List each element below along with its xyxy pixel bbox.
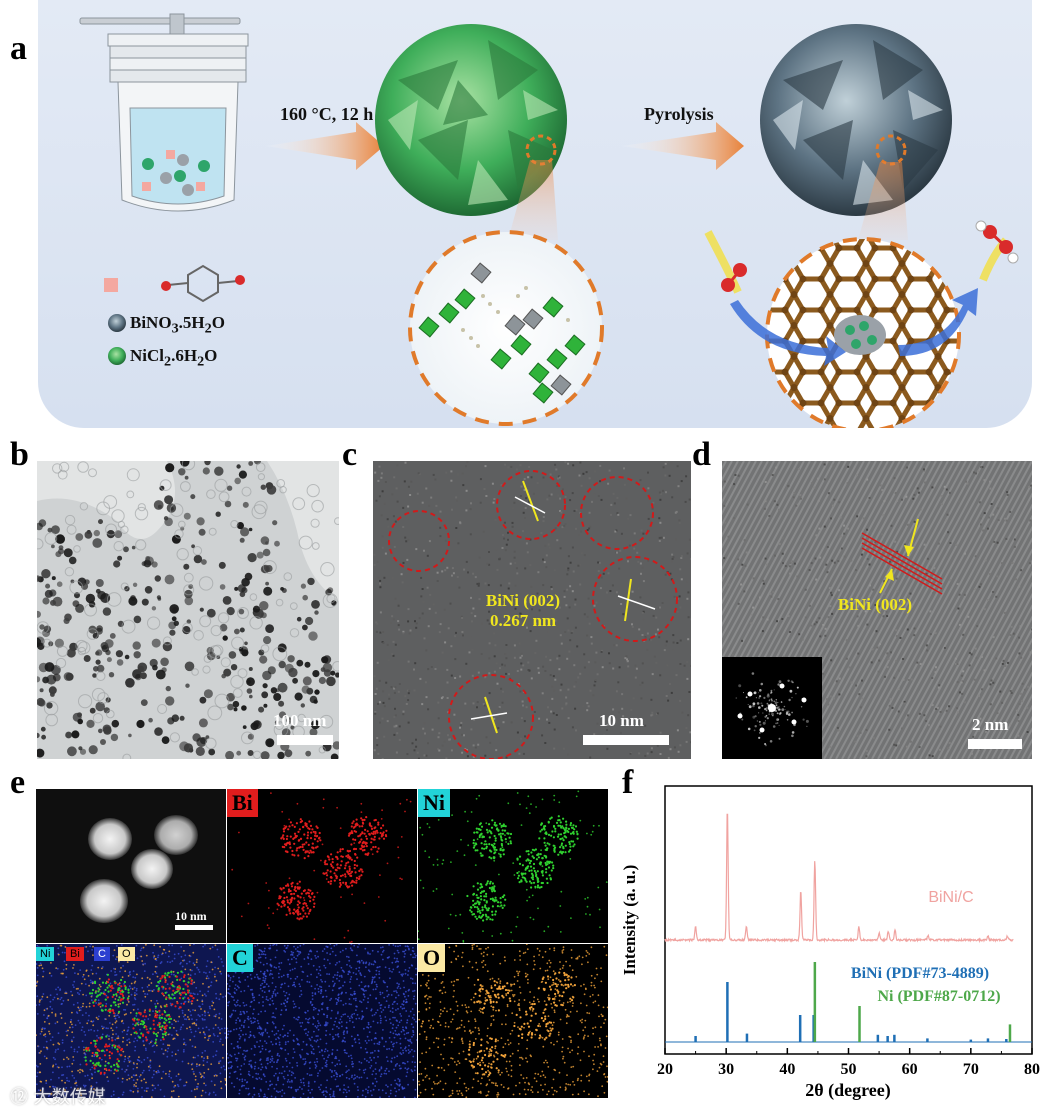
o-map-dots [418, 944, 608, 1098]
carbon-sphere-icon [760, 24, 952, 216]
scalebar-label-b: 100 nm [273, 711, 327, 730]
ni-map: Ni [418, 789, 608, 943]
arrow-pyrolysis-icon [622, 122, 744, 170]
ligand-cube-icon [104, 278, 118, 292]
scalebar-b [277, 735, 333, 745]
scalebar-label-c: 10 nm [599, 711, 644, 730]
merged-tag-c: C [94, 947, 110, 961]
ni-map-label: Ni [418, 789, 450, 817]
tem-image-b: 100 nm [37, 461, 339, 759]
merged-map-dots [36, 944, 226, 1098]
merged-tag-o: O [118, 947, 135, 961]
panel-label-b: b [10, 436, 29, 473]
hydrothermal-condition-label: 160 °C, 12 h [280, 104, 374, 124]
x-tick-label: 80 [1024, 1061, 1040, 1078]
panel-label-c: c [342, 436, 358, 473]
oxygen-molecule-icon [704, 230, 747, 294]
legend-ni-salt: NiCl2.6H2O [130, 346, 218, 370]
autoclave-icon [79, 13, 249, 212]
x-tick-label: 20 [657, 1061, 673, 1078]
bi-map-label: Bi [227, 789, 258, 817]
bi-salt-sphere-icon [108, 314, 126, 332]
pyrolysis-label: Pyrolysis [644, 104, 714, 124]
plot-frame [664, 785, 1033, 1055]
o-map-label: O [418, 944, 446, 972]
series-label-binic: BiNi/C [928, 889, 973, 906]
x-tick-label: 50 [841, 1061, 857, 1078]
bi-map-dots [231, 791, 412, 943]
ni-map-dots [418, 790, 608, 943]
reduction-arrow-left-icon [730, 300, 846, 366]
scalebar-e [175, 925, 213, 930]
series-label-bini-pdf: BiNi (PDF#73-4889) [851, 965, 989, 982]
mof-structure-zoom-icon [408, 230, 604, 426]
lattice-label-c: BiNi (002) 0.267 nm [485, 591, 561, 630]
y-axis-label: Intensity (a. u.) [620, 865, 639, 976]
panel-label-a: a [10, 30, 27, 67]
arrow-hydrothermal-icon [266, 122, 384, 170]
h2o2-molecule-icon [975, 220, 1019, 282]
scalebar-d [968, 739, 1022, 749]
hrtem-c-overlay [373, 461, 691, 759]
haadf-particles [80, 815, 198, 923]
merged-tag-ni: Ni [36, 947, 55, 961]
series-line-binic [664, 813, 1014, 944]
terephthalic-acid-icon [167, 264, 239, 303]
x-tick-label: 40 [779, 1061, 795, 1078]
panel-label-f: f [622, 764, 634, 801]
scalebar-label-d: 2 nm [972, 715, 1009, 734]
c-map-dots [227, 944, 417, 1098]
panel-label-e: e [10, 764, 26, 801]
merged-tag-bi: Bi [66, 947, 84, 961]
series-label-ni-pdf: Ni (PDF#87-0712) [877, 988, 1000, 1005]
synthesis-scheme [79, 13, 1019, 428]
watermark: ⑫ 大数传媒 [10, 1087, 106, 1108]
lattice-label-d: BiNi (002) [837, 595, 913, 614]
c-map: C [227, 944, 417, 1098]
scalebar-label-e: 10 nm [175, 909, 207, 923]
mof-sphere-icon [375, 24, 567, 216]
scalebar-c [583, 735, 669, 745]
xrd-chart: 20 30 40 50 60 70 80 Intensity (a. u.) 2θ (deg… [620, 785, 1040, 1101]
panel-label-d: d [692, 436, 711, 473]
reduction-arrow-right-icon [898, 288, 978, 356]
x-tick-label: 30 [718, 1061, 734, 1078]
graphene-zoom-icon [765, 237, 961, 428]
x-axis-label: 2θ (degree) [805, 1080, 891, 1101]
c-map-label: C [227, 944, 253, 972]
haadf-image: 10 nm [36, 789, 226, 943]
hrtem-image-d: BiNi (002) 2 nm [722, 461, 1032, 759]
bi-map: Bi [227, 789, 417, 943]
legend-bi-salt: BiNO3.5H2O [130, 313, 225, 337]
hrtem-d-overlay [722, 461, 1032, 759]
x-tick-label: 60 [902, 1061, 918, 1078]
ni-salt-sphere-icon [108, 347, 126, 365]
hrtem-image-c: BiNi (002) 0.267 nm 10 nm [373, 461, 691, 759]
x-tick-label: 70 [963, 1061, 979, 1078]
merged-map: Ni Bi C O [36, 944, 226, 1098]
o-map: O [418, 944, 608, 1098]
